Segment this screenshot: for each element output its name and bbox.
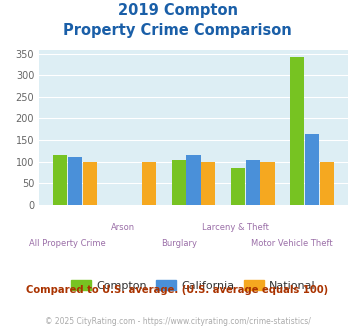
Text: Larceny & Theft: Larceny & Theft [202, 223, 269, 232]
Bar [305, 134, 319, 205]
Bar [142, 161, 156, 205]
Text: 2019 Compton: 2019 Compton [118, 3, 237, 18]
Bar [186, 155, 201, 205]
Text: © 2025 CityRating.com - https://www.cityrating.com/crime-statistics/: © 2025 CityRating.com - https://www.city… [45, 317, 310, 326]
Bar [201, 161, 215, 205]
Bar [261, 161, 275, 205]
Text: All Property Crime: All Property Crime [29, 239, 105, 248]
Bar [231, 168, 245, 205]
Bar [83, 161, 97, 205]
Text: Burglary: Burglary [162, 239, 197, 248]
Text: Motor Vehicle Theft: Motor Vehicle Theft [251, 239, 333, 248]
Bar [53, 155, 67, 205]
Text: Arson: Arson [111, 223, 135, 232]
Text: Property Crime Comparison: Property Crime Comparison [63, 23, 292, 38]
Bar [171, 160, 186, 205]
Bar [68, 157, 82, 205]
Bar [320, 161, 334, 205]
Bar [290, 57, 304, 205]
Bar [246, 160, 260, 205]
Legend: Compton, California, National: Compton, California, National [67, 275, 320, 295]
Text: Compared to U.S. average. (U.S. average equals 100): Compared to U.S. average. (U.S. average … [26, 285, 329, 295]
